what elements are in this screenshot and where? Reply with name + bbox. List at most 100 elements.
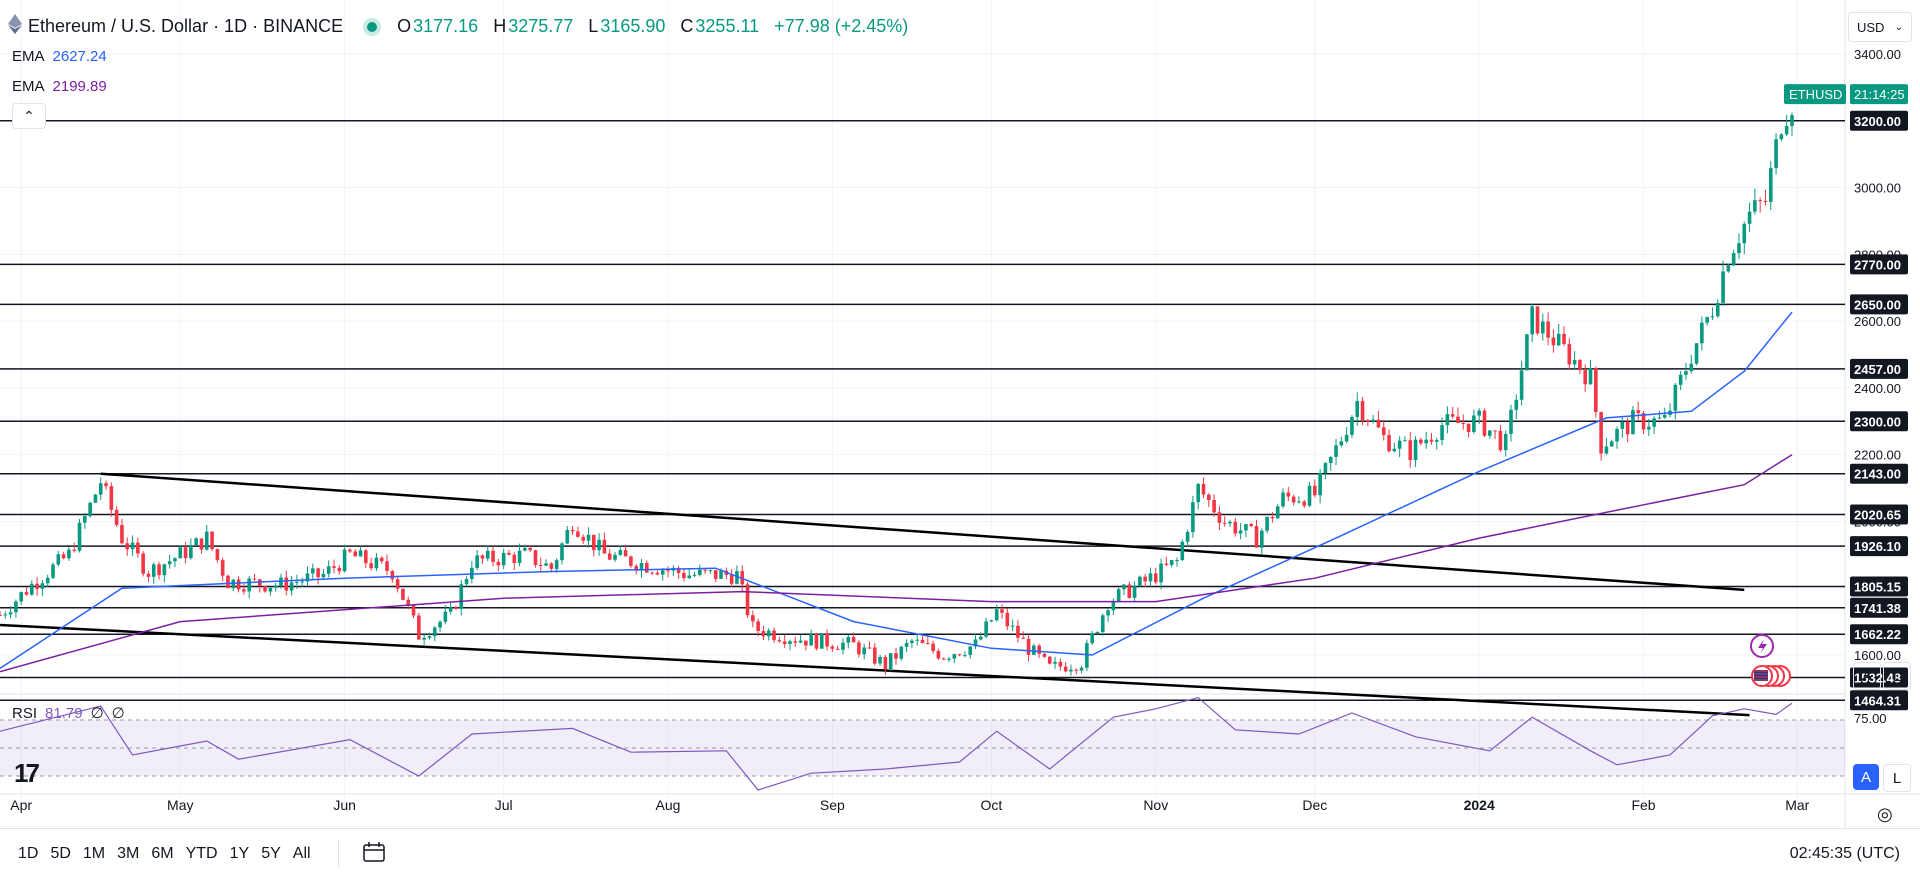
candle-body <box>1535 306 1540 334</box>
candle-body <box>1116 589 1121 602</box>
candle-body <box>1461 422 1466 424</box>
range-1d-button[interactable]: 1D <box>18 845 39 862</box>
candle-body <box>554 560 559 569</box>
candle-body <box>491 550 495 562</box>
candle-body <box>920 639 925 644</box>
range-3m-button[interactable]: 3M <box>117 845 140 862</box>
chevron-up-icon: ⌃ <box>23 107 35 124</box>
time-tick-label: Jul <box>495 797 513 813</box>
candle-body <box>878 656 882 664</box>
candle-body <box>1408 440 1413 461</box>
log-scale-button[interactable]: L <box>1883 662 1911 690</box>
candle-body <box>915 639 919 641</box>
price-tick-label: 2600.00 <box>1854 314 1901 329</box>
candle-body <box>1450 414 1455 417</box>
candle-body <box>337 567 342 572</box>
candle-body <box>830 646 835 649</box>
candle-body <box>1403 440 1407 442</box>
utc-clock[interactable]: 02:45:35 (UTC) <box>1789 845 1900 862</box>
ema-legend-1[interactable]: EMA 2627.24 <box>12 48 107 65</box>
candle-body <box>204 531 209 550</box>
time-tick-label: Aug <box>656 797 681 813</box>
candle-body <box>1100 615 1105 632</box>
candle-body <box>1620 422 1625 429</box>
trendline <box>0 623 1750 717</box>
symbol-title[interactable]: Ethereum / U.S. Dollar · 1D · BINANCE <box>28 16 344 36</box>
candle-body <box>1260 530 1264 548</box>
candle-body <box>247 578 251 592</box>
candle-body <box>1058 661 1063 667</box>
price-tick-label: 2400.00 <box>1854 381 1901 396</box>
candle-body <box>533 550 538 566</box>
candle-body <box>1652 418 1656 427</box>
candle-body <box>1779 134 1784 140</box>
ema-legend-2[interactable]: EMA 2199.89 <box>12 78 107 95</box>
candle-body <box>698 569 702 575</box>
candle-body <box>591 534 596 551</box>
chevron-down-icon: ⌄ <box>1894 21 1903 33</box>
range-1m-button[interactable]: 1M <box>82 845 106 862</box>
range-5d-button[interactable]: 5D <box>50 845 71 862</box>
settings-gear-icon[interactable]: ◎ <box>1877 804 1893 824</box>
range-all-button[interactable]: All <box>292 845 311 862</box>
rsi-auto-scale-button[interactable]: A <box>1853 764 1879 790</box>
candle-body <box>1397 440 1402 449</box>
candle-body <box>83 516 87 523</box>
range-5y-button[interactable]: 5Y <box>261 845 281 862</box>
candle-body <box>1572 359 1577 365</box>
candle-body <box>173 558 177 562</box>
candle-body <box>40 583 45 589</box>
candle-body <box>523 547 527 551</box>
candle-body <box>448 607 453 612</box>
market-status-dot[interactable] <box>367 21 378 32</box>
rsi-legend[interactable]: RSI 81.79 ∅ ∅ <box>12 705 125 722</box>
candle-body <box>88 502 92 517</box>
tradingview-logo-icon[interactable]: 17 <box>14 758 40 788</box>
candle-body <box>1472 415 1476 433</box>
candle-body <box>1148 573 1153 582</box>
ohlc-values: O 3177.16 H 3275.77 L 3165.90 C 3255.11 +77.… <box>397 16 909 36</box>
candle-body <box>438 621 442 628</box>
candle-body <box>825 633 829 647</box>
candle-body <box>268 587 273 592</box>
time-axis[interactable]: Apr May Jun Jul Aug Sep Oct Nov Dec 2024 Feb Mar <box>10 797 1809 813</box>
grid-lines <box>0 0 1920 828</box>
candle-body <box>1609 441 1614 447</box>
rsi-log-scale-button[interactable]: L <box>1883 764 1911 792</box>
candle-body <box>1249 524 1254 527</box>
currency-select[interactable]: USD ⌄ <box>1848 12 1912 42</box>
candle-body <box>867 647 872 649</box>
candle-body <box>1678 374 1683 385</box>
range-buttons: 1D 5D 1M 3M 6M YTD 1Y 5Y All <box>18 845 323 863</box>
candle-body <box>883 656 888 669</box>
range-6m-button[interactable]: 6M <box>151 845 174 862</box>
price-axis[interactable]: 1600.001800.002000.002200.002400.002600.… <box>1784 47 1908 726</box>
candle-body <box>841 642 845 650</box>
candle-body <box>136 542 140 554</box>
range-1y-button[interactable]: 1Y <box>229 845 250 862</box>
candle-body <box>162 564 167 576</box>
candle-body <box>1095 631 1100 634</box>
candle-body <box>835 648 840 650</box>
candle-body <box>194 538 198 546</box>
candle-body <box>1185 531 1190 542</box>
candle-body <box>888 653 893 669</box>
candle-body <box>1737 243 1741 254</box>
candle-body <box>67 549 71 559</box>
candle-body <box>979 636 983 640</box>
level-price-label: 3200.00 <box>1854 114 1901 129</box>
candle-body <box>1387 435 1391 452</box>
candle-body <box>1191 502 1195 532</box>
candle-body <box>459 584 464 609</box>
range-ytd-button[interactable]: YTD <box>185 845 218 862</box>
candle-body <box>984 621 988 637</box>
candle-body <box>1302 501 1307 506</box>
auto-scale-button[interactable]: A <box>1853 662 1881 690</box>
candle-body <box>1047 656 1052 664</box>
event-markers[interactable] <box>1750 634 1791 687</box>
collapse-legend-button[interactable]: ⌃ <box>12 103 46 129</box>
candle-body <box>973 639 978 647</box>
candle-body <box>1371 419 1375 422</box>
go-to-date-icon[interactable] <box>362 841 386 863</box>
